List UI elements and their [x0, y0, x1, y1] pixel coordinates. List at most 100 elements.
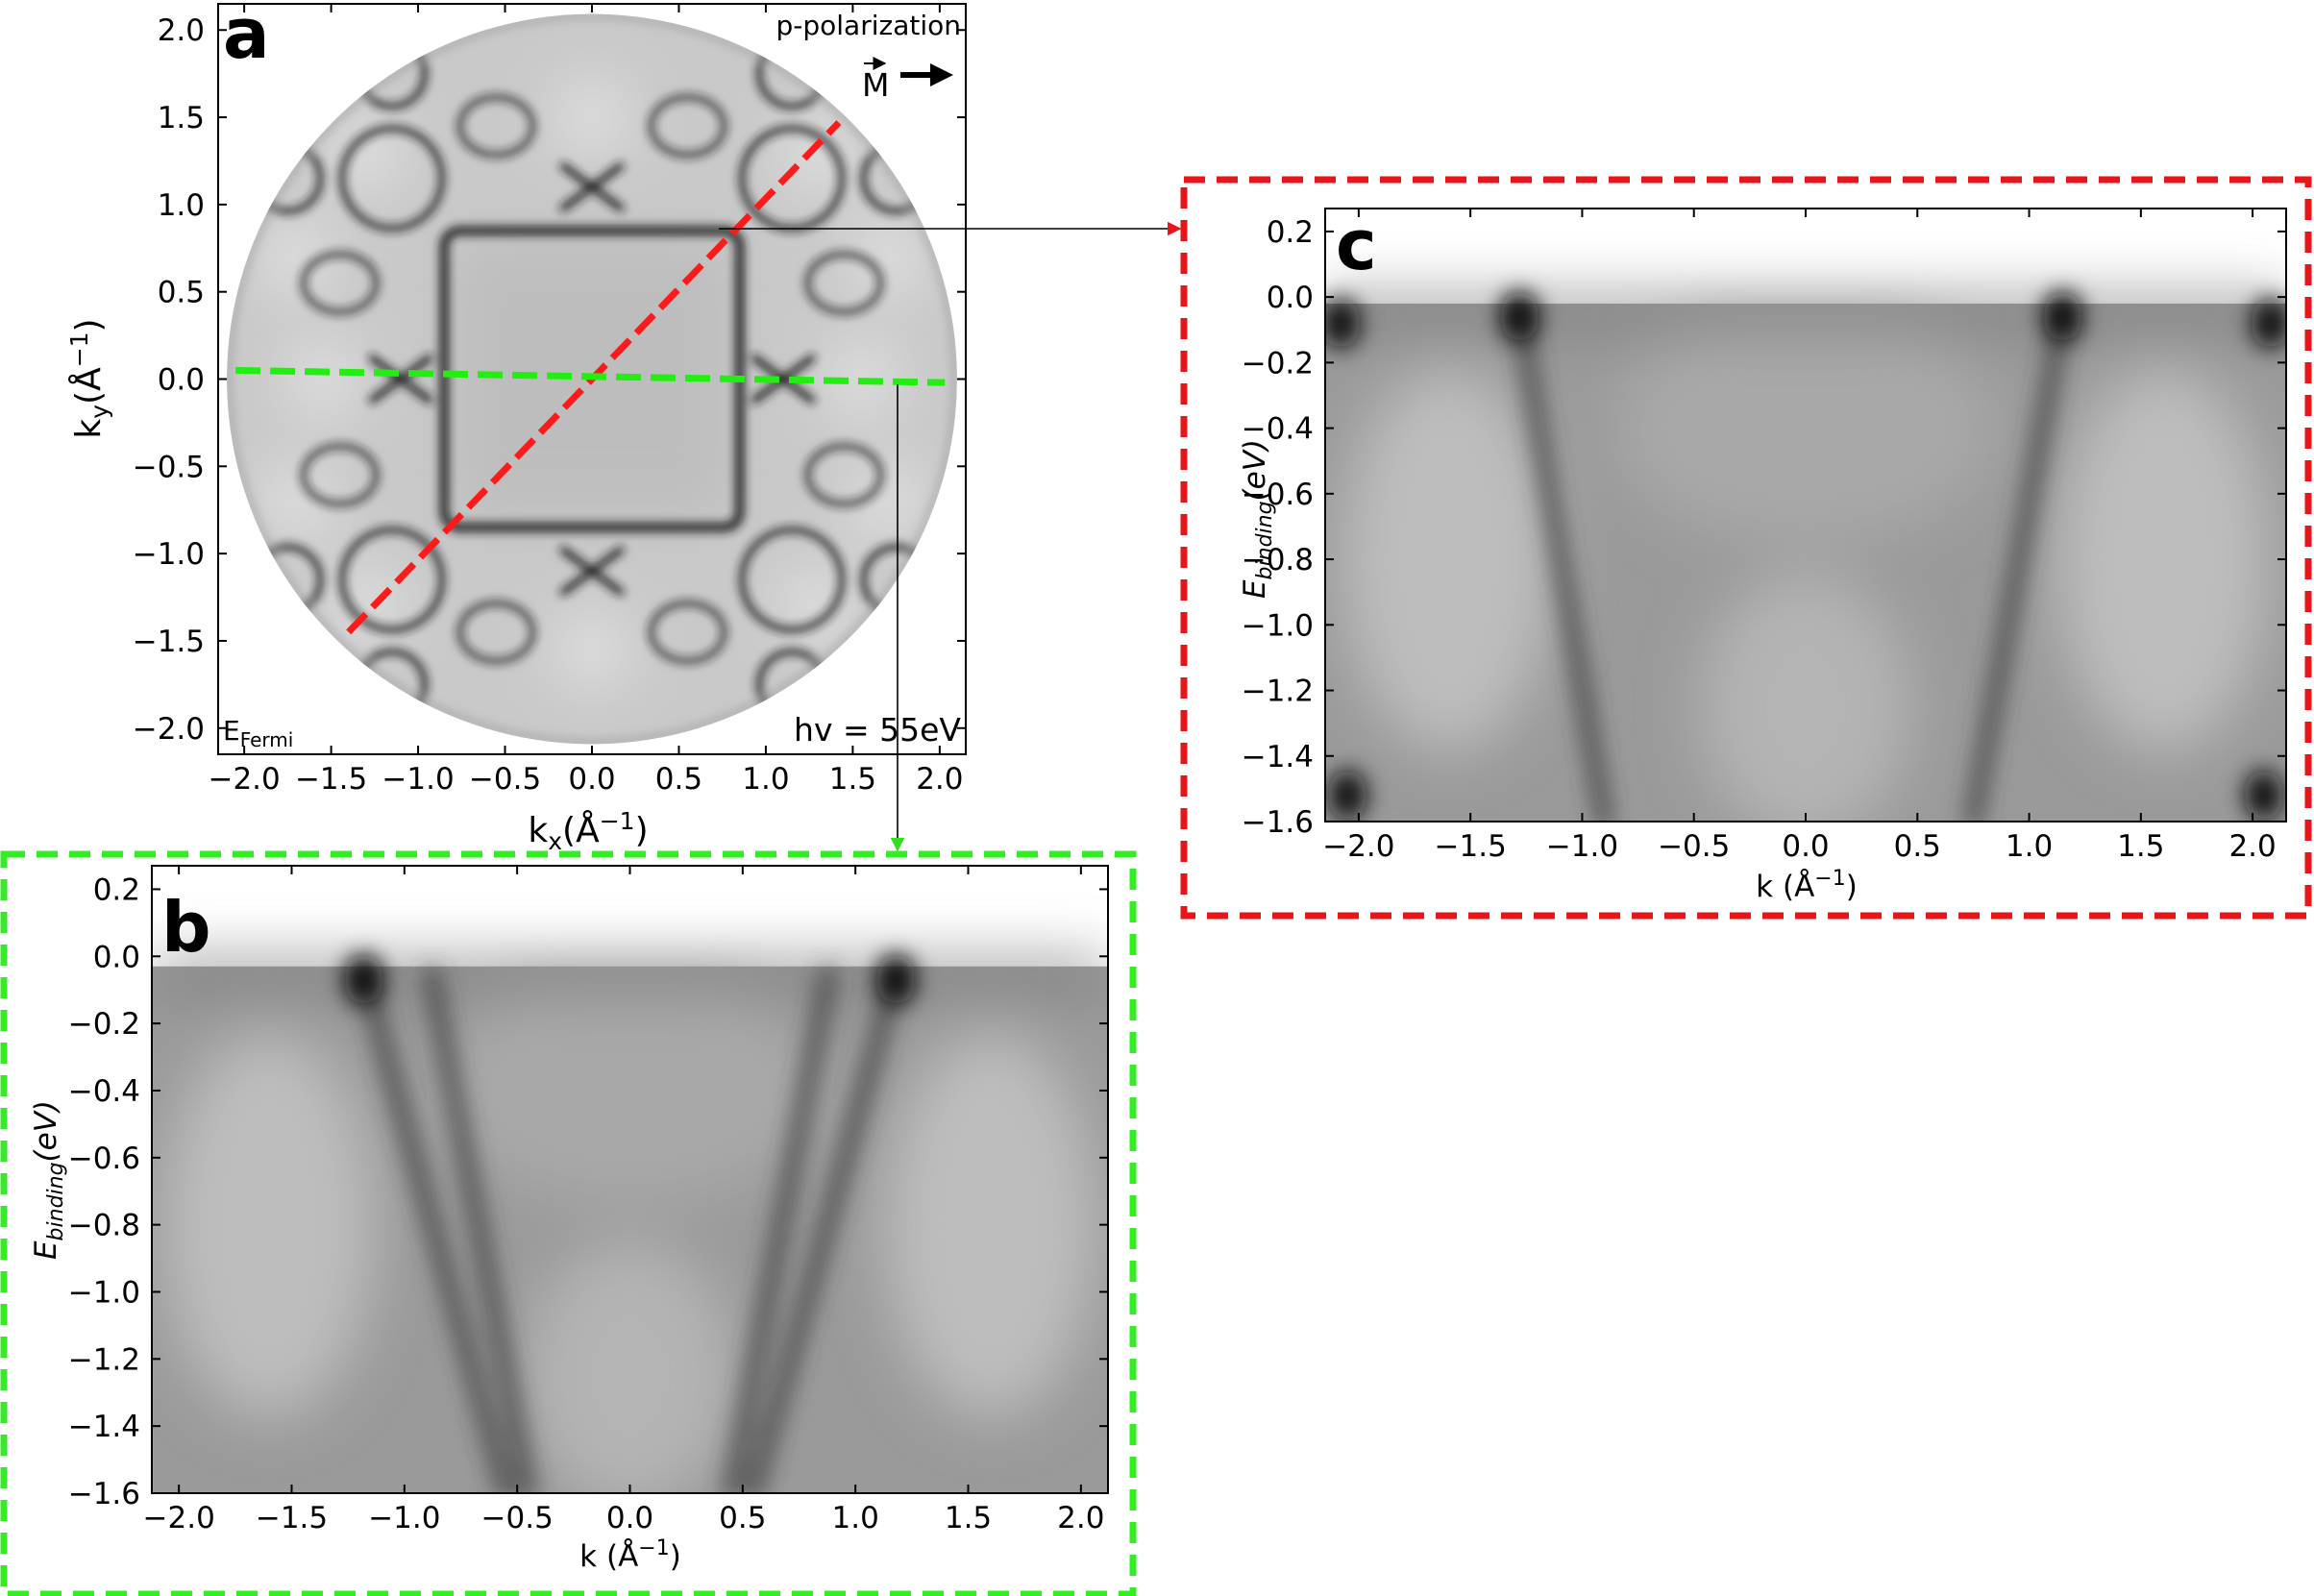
- intensity-variations: [1325, 299, 2286, 822]
- y-tick-label: −1.0: [68, 1275, 140, 1310]
- y-tick-label: −1.6: [1242, 805, 1314, 840]
- band-dispersion: [357, 967, 513, 1493]
- panel-a-x-axis-label: kx(Å−1): [528, 807, 648, 855]
- bright-pocket: [555, 613, 628, 687]
- y-tick-label: −0.6: [68, 1142, 140, 1176]
- y-tick-label: −1.6: [68, 1477, 140, 1511]
- band-dispersion-c: [1325, 209, 2286, 822]
- x-tick-label: 1.5: [945, 1501, 992, 1535]
- mid-region: [1613, 312, 1998, 544]
- side-pocket: [456, 601, 535, 664]
- panel-a: −2.0 −1.5 −1.0 −0.5 0.0 0.5 1.0 1.5 2.0 −2.0 −1.5…: [65, 0, 967, 855]
- fermi-edge-glow: [1325, 299, 2286, 329]
- panel-c-x-ticks: −2.0 −1.5 −1.0 −0.5 0.0 0.5 1.0 1.5 2.0: [1322, 209, 2277, 864]
- x-tick-label: 0.0: [1782, 829, 1829, 864]
- x-tick-label: 0.0: [606, 1501, 653, 1535]
- bright-region: [1342, 367, 1554, 752]
- bright-pocket: [259, 464, 333, 538]
- green-cut-line: [235, 366, 946, 386]
- panel-c-frame: [1180, 176, 2312, 920]
- y-tick-label: −0.2: [1242, 346, 1314, 381]
- corner-pocket: [338, 125, 445, 232]
- intensity-maximum: [2251, 298, 2286, 349]
- y-tick-label: −0.2: [68, 1007, 140, 1042]
- x-tick-label: 1.5: [2117, 829, 2164, 864]
- y-tick-label: −0.4: [68, 1074, 140, 1109]
- bright-region: [524, 1240, 736, 1493]
- bright-pocket: [555, 81, 628, 155]
- y-tick-label: 0.0: [93, 940, 140, 974]
- x-tick-label: 2.0: [2228, 829, 2276, 864]
- y-tick-label: 0.0: [158, 363, 205, 398]
- polarization-label: p-polarization: [776, 10, 962, 41]
- x-tick-label: −1.5: [295, 762, 367, 797]
- intensity-variations: [152, 962, 1108, 1493]
- panel-a-y-ticks: −2.0 −1.5 −1.0 −0.5 0.0 0.5 1.0 1.5 2.0: [133, 13, 966, 747]
- bright-pocket: [850, 464, 924, 538]
- mid-region: [437, 974, 823, 1206]
- bright-pocket: [285, 342, 359, 416]
- y-tick-label: 0.2: [1267, 215, 1314, 250]
- y-tick-label: 2.0: [158, 13, 205, 48]
- bright-pocket: [850, 220, 924, 294]
- intensity-maximum: [2043, 291, 2082, 342]
- intensity-maximum: [344, 954, 383, 1005]
- above-fermi-region: [1325, 209, 2286, 304]
- y-tick-label: −2.0: [133, 712, 205, 747]
- y-tick-label: −1.4: [68, 1410, 140, 1444]
- bright-region: [1700, 572, 1911, 822]
- intensity-maximum: [1500, 291, 1539, 342]
- x-tick-label: 1.0: [832, 1501, 879, 1535]
- y-tick-label: −1.2: [1242, 675, 1314, 709]
- panel-c-y-ticks: 0.2 0.0 −0.2 −0.4 −0.6 −0.8 −1.0 −1.2 −1.4 −1.6: [1242, 215, 2286, 840]
- direction-arrow-icon: [900, 63, 953, 86]
- panel-b-letter: b: [161, 887, 211, 968]
- x-tick-label: −1.5: [1435, 829, 1507, 864]
- x-feature: [368, 355, 433, 404]
- corner-pocket: [338, 527, 445, 633]
- side-pocket: [804, 252, 883, 315]
- hot-spots: [344, 954, 916, 1005]
- panel-a-x-ticks: −2.0 −1.5 −1.0 −0.5 0.0 0.5 1.0 1.5 2.0: [208, 4, 964, 797]
- bright-region: [884, 1032, 1096, 1417]
- y-tick-label: −0.8: [1242, 543, 1314, 577]
- band-dispersion: [1966, 304, 2070, 822]
- energy-label: EFermi: [223, 715, 293, 751]
- side-pocket: [649, 94, 727, 158]
- intensity-maximum: [1325, 298, 1361, 349]
- x-tick-label: 0.5: [1894, 829, 1941, 864]
- x-feature: [559, 546, 625, 596]
- bright-pocket: [781, 569, 855, 643]
- panel-a-y-axis-label: ky(Å−1): [65, 318, 113, 438]
- side-pocket: [804, 443, 883, 506]
- x-tick-label: −1.5: [256, 1501, 328, 1535]
- photon-energy-label: hv = 55eV: [794, 711, 961, 749]
- corner-pocket: [739, 527, 846, 633]
- y-tick-label: 1.5: [158, 101, 205, 135]
- y-tick-label: −0.4: [1242, 412, 1314, 447]
- fermi-edge-glow: [152, 962, 1108, 992]
- intensity-maximum: [1328, 770, 1367, 821]
- side-pocket: [301, 443, 380, 506]
- panel-b-x-axis-label: k (Å−1): [579, 1536, 681, 1574]
- y-tick-label: −1.5: [133, 625, 205, 659]
- x-tick-label: 0.0: [568, 762, 615, 797]
- y-tick-label: −1.2: [68, 1342, 140, 1377]
- bright-region: [163, 1032, 376, 1417]
- y-tick-label: −1.0: [1242, 608, 1314, 643]
- y-tick-label: −0.6: [1242, 478, 1314, 512]
- x-tick-label: 1.0: [742, 762, 789, 797]
- intensity-maximum: [876, 954, 916, 1005]
- y-tick-label: −1.0: [133, 537, 205, 572]
- y-tick-label: −1.4: [1242, 740, 1314, 774]
- x-tick-label: −0.5: [469, 762, 541, 797]
- panel-c: −2.0 −1.5 −1.0 −0.5 0.0 0.5 1.0 1.5 2.0 0.2 0.0 −0…: [1238, 205, 2287, 904]
- side-pocket: [649, 601, 727, 664]
- x-tick-label: 2.0: [916, 762, 963, 797]
- band-dispersion: [1513, 304, 1612, 822]
- cut-lines: [235, 120, 946, 635]
- side-pocket: [456, 94, 535, 158]
- bright-pocket: [329, 115, 403, 189]
- panel-c-y-axis-label: Ebinding(eV): [1238, 439, 1277, 599]
